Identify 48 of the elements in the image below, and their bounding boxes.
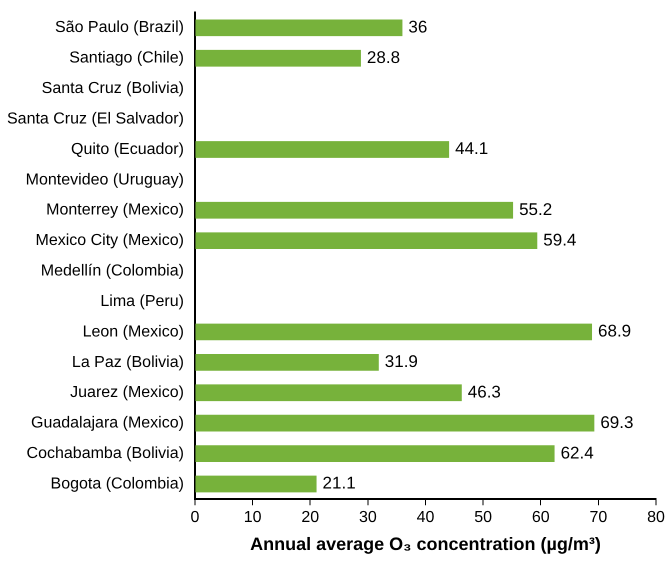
- data-label: 28.8: [366, 48, 400, 67]
- y-tick-label: Leon (Mexico): [82, 323, 184, 340]
- data-label: 36: [408, 17, 428, 36]
- data-label: 44.1: [455, 139, 488, 158]
- x-tick-label: 50: [474, 509, 492, 526]
- bar: [195, 384, 462, 402]
- bar: [195, 202, 514, 219]
- data-label: 46.3: [468, 382, 501, 402]
- bar: [195, 19, 402, 36]
- x-axis-title: Annual average O₃ concentration (µg/m³): [250, 534, 601, 554]
- y-tick-label: Bogota (Colombia): [50, 475, 184, 492]
- data-label: 31.9: [384, 352, 418, 372]
- x-tick-label: 30: [358, 509, 377, 526]
- data-label: 69.3: [600, 412, 634, 432]
- y-tick-label: São Paulo (Brazil): [55, 19, 184, 36]
- bar: [195, 476, 317, 492]
- x-tick-label: 80: [647, 509, 665, 526]
- y-tick-label: Medellín (Colombia): [40, 262, 184, 280]
- y-tick-label: Lima (Peru): [100, 292, 184, 310]
- bar: [195, 232, 538, 250]
- bar: [195, 414, 594, 432]
- x-tick-label: 40: [416, 509, 434, 526]
- y-tick-label: Monterrey (Mexico): [46, 202, 184, 219]
- y-tick-label: Santiago (Chile): [69, 50, 184, 67]
- data-label: 68.9: [598, 322, 632, 341]
- y-tick-label: Mexico City (Mexico): [35, 232, 184, 250]
- bar: [195, 50, 361, 67]
- data-label: 59.4: [543, 230, 576, 250]
- y-tick-label: Cochabamba (Bolivia): [26, 444, 184, 462]
- x-tick-label: 20: [301, 509, 320, 526]
- bar: [195, 324, 592, 340]
- data-label: 55.2: [519, 200, 552, 219]
- y-tick-label: Santa Cruz (El Salvador): [6, 110, 184, 128]
- data-label: 62.4: [560, 443, 594, 462]
- x-tick-label: 70: [589, 509, 608, 526]
- x-tick-label: 0: [190, 509, 200, 526]
- x-tick-label: 60: [532, 509, 550, 526]
- bar: [195, 354, 379, 371]
- bar: [195, 141, 450, 158]
- bar: [195, 445, 555, 462]
- y-tick-label: Quito (Ecuador): [71, 140, 184, 158]
- y-tick-label: Guadalajara (Mexico): [31, 414, 184, 432]
- y-tick-label: La Paz (Bolivia): [72, 354, 184, 371]
- y-tick-label: Juarez (Mexico): [70, 384, 184, 402]
- y-tick-label: Santa Cruz (Bolivia): [42, 80, 184, 98]
- x-tick-label: 10: [244, 509, 262, 526]
- y-tick-label: Montevideo (Uruguay): [26, 171, 184, 188]
- data-label: 21.1: [322, 474, 356, 493]
